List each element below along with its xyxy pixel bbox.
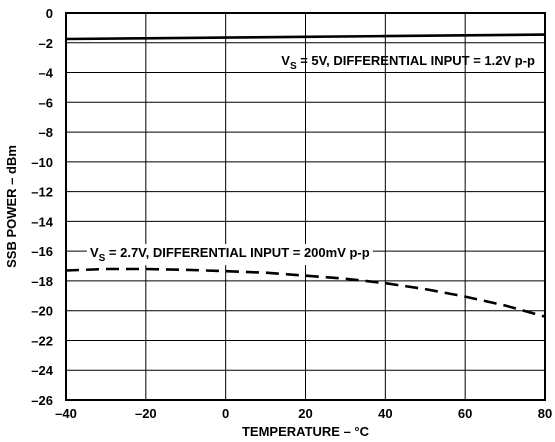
series-line-5v bbox=[65, 33, 546, 41]
y-tick-label: –20 bbox=[31, 304, 53, 319]
x-tick-label: 80 bbox=[538, 406, 552, 421]
x-tick-label: 20 bbox=[298, 406, 312, 421]
y-tick-label: –24 bbox=[31, 363, 53, 378]
y-axis-title: SSB POWER – dBm bbox=[4, 145, 19, 268]
x-tick-label: 60 bbox=[458, 406, 472, 421]
series-label-background bbox=[86, 244, 373, 266]
series-line-2p7v bbox=[65, 267, 546, 318]
y-tick-label: –6 bbox=[39, 95, 53, 110]
x-axis-title: TEMPERATURE – °C bbox=[242, 424, 370, 439]
tick-labels: –40 –20 0 20 40 60 80 0 –2 –4 –6 –8 –10 –12 –14 –16 –18 –… bbox=[31, 6, 552, 421]
y-tick-label: –26 bbox=[31, 393, 53, 408]
plot-frame bbox=[65, 12, 546, 401]
y-tick-label: –22 bbox=[31, 333, 53, 348]
y-tick-label: –18 bbox=[31, 274, 53, 289]
x-tick-label: –40 bbox=[55, 406, 77, 421]
x-tick-label: 40 bbox=[378, 406, 392, 421]
x-tick-label: 0 bbox=[222, 406, 229, 421]
y-tick-label: –2 bbox=[39, 36, 53, 51]
series-label-2p7v: VS = 2.7V, DIFFERENTIAL INPUT = 200mV p-… bbox=[90, 245, 370, 264]
y-tick-label: –12 bbox=[31, 185, 53, 200]
y-tick-label: 0 bbox=[46, 6, 53, 21]
series-label-5v: VS = 5V, DIFFERENTIAL INPUT = 1.2V p-p bbox=[281, 53, 535, 72]
y-tick-label: –16 bbox=[31, 244, 53, 259]
series-layer bbox=[65, 33, 546, 318]
y-tick-label: –10 bbox=[31, 155, 53, 170]
y-tick-label: –4 bbox=[39, 66, 54, 81]
x-tick-label: –20 bbox=[135, 406, 157, 421]
grid bbox=[66, 13, 545, 400]
y-tick-label: –8 bbox=[39, 125, 53, 140]
y-tick-label: –14 bbox=[31, 214, 53, 229]
